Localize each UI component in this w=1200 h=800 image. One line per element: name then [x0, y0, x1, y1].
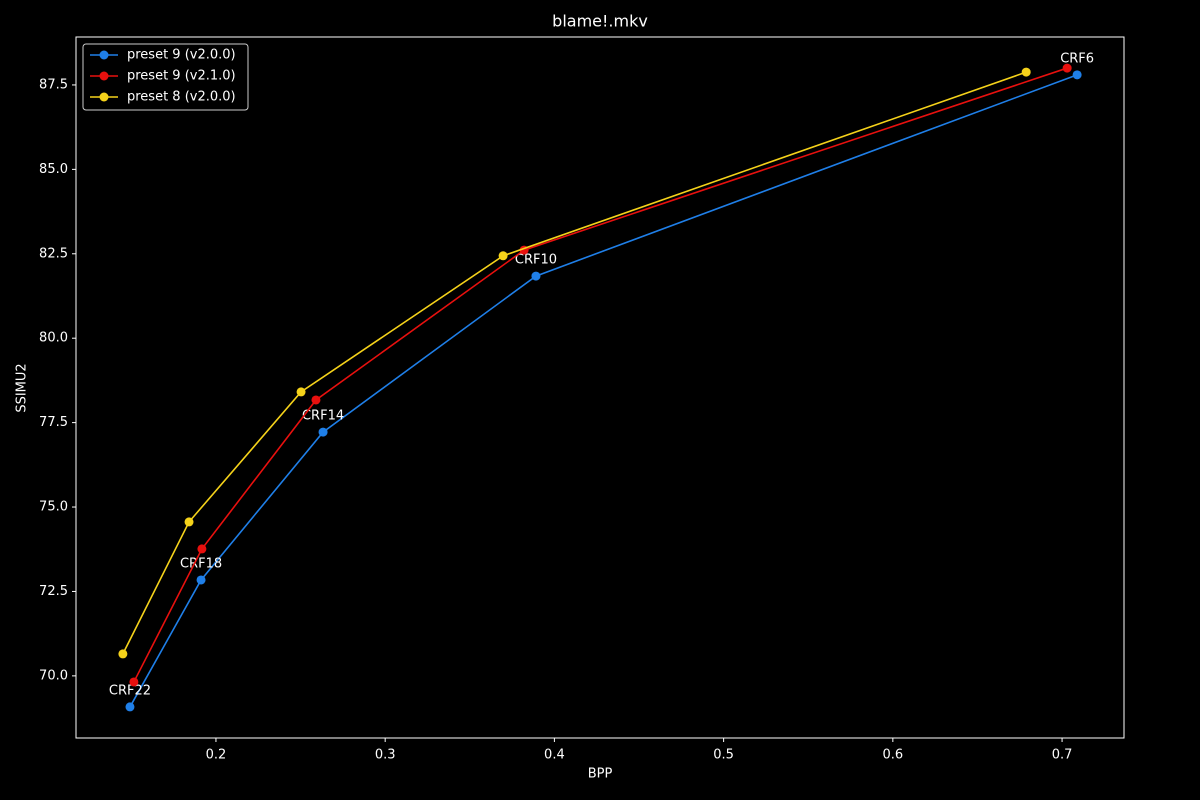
x-axis-label: BPP: [588, 767, 613, 782]
legend-marker: [99, 50, 109, 60]
y-tick-label: 70.0: [39, 668, 68, 683]
data-point: [531, 271, 541, 281]
y-tick-label: 87.5: [39, 77, 68, 92]
data-point: [129, 677, 139, 687]
x-tick-label: 0.2: [206, 748, 227, 763]
x-tick-label: 0.3: [375, 748, 396, 763]
data-point: [498, 251, 508, 261]
y-tick-label: 75.0: [39, 500, 68, 515]
data-point: [118, 649, 128, 659]
legend-marker: [99, 92, 109, 102]
data-point: [296, 387, 306, 397]
x-tick-label: 0.4: [544, 748, 565, 763]
point-label: CRF14: [302, 409, 344, 424]
data-point: [318, 427, 328, 437]
data-point: [1021, 67, 1031, 77]
y-tick-label: 80.0: [39, 331, 68, 346]
data-point: [1072, 70, 1082, 80]
data-point: [1062, 63, 1072, 73]
y-tick-label: 77.5: [39, 415, 68, 430]
point-label: CRF10: [515, 253, 557, 268]
legend-label: preset 9 (v2.1.0): [127, 69, 236, 84]
y-tick-label: 85.0: [39, 162, 68, 177]
data-point: [125, 702, 135, 712]
legend-marker: [99, 71, 109, 81]
data-point: [196, 575, 206, 585]
y-tick-label: 72.5: [39, 584, 68, 599]
plot-frame: [75, 36, 1125, 739]
data-point: [311, 395, 321, 405]
y-axis-label: SSIMU2: [15, 363, 30, 412]
x-tick-label: 0.5: [713, 748, 734, 763]
series-line: [133, 67, 1068, 683]
data-point: [184, 517, 194, 527]
series-line: [129, 74, 1078, 708]
chart-title: blame!.mkv: [552, 12, 648, 31]
point-label: CRF22: [109, 683, 151, 698]
legend-label: preset 9 (v2.0.0): [127, 48, 236, 63]
y-tick-label: 82.5: [39, 246, 68, 261]
data-point: [197, 544, 207, 554]
legend-label: preset 8 (v2.0.0): [127, 90, 236, 105]
point-label: CRF18: [180, 556, 222, 571]
x-tick-label: 0.6: [882, 748, 903, 763]
x-tick-label: 0.7: [1052, 748, 1073, 763]
series-line: [122, 71, 1027, 655]
legend-box: [82, 43, 249, 111]
point-label: CRF6: [1060, 51, 1094, 66]
